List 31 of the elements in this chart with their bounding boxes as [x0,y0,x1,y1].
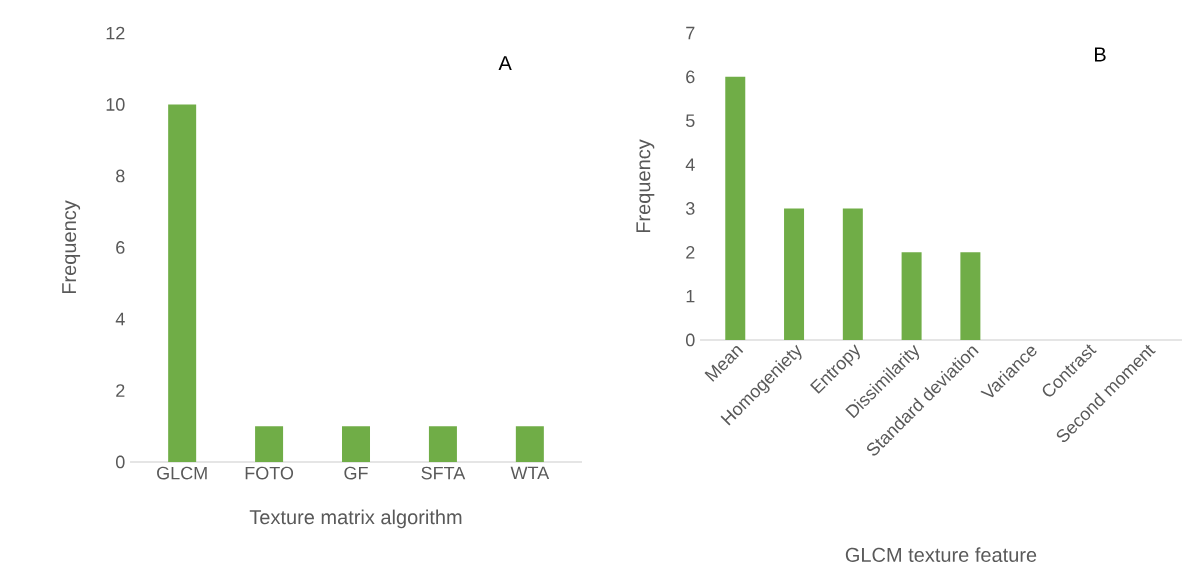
y-tick-label: 5 [685,114,695,127]
y-axis-title: Frequency [62,200,81,294]
x-tick-label: SFTA [421,466,466,480]
bar [784,208,805,340]
bar [960,252,981,340]
y-tick-label: 3 [685,202,695,215]
x-tick-label: WTA [510,466,550,480]
x-tick-label: FOTO [245,466,294,480]
bar [901,252,922,340]
x-axis-title: GLCM texture feature [845,547,1037,562]
y-tick-label: 8 [116,169,125,183]
y-tick-label: 10 [106,98,125,111]
bar [725,76,746,340]
annotation: A [498,56,512,70]
x-tick-label: GF [344,466,368,480]
x-tick-label: GLCM [157,466,207,480]
y-tick-label: 7 [686,26,695,40]
y-tick-label: 6 [686,70,695,84]
y-tick-label: 4 [685,158,695,171]
y-tick-label: 2 [116,384,125,397]
bar [842,208,863,340]
y-tick-label: 4 [115,312,125,326]
y-tick-label: 0 [685,333,695,347]
y-tick-label: 2 [686,246,695,259]
y-tick-label: 1 [686,289,695,303]
y-tick-label: 0 [116,455,125,469]
x-axis-title: Texture matrix algorithm [249,509,462,529]
y-tick-label: 6 [116,241,125,254]
y-axis-title: Frequency [636,139,655,233]
y-tick-label: 12 [106,26,125,40]
annotation: B [1095,47,1106,62]
